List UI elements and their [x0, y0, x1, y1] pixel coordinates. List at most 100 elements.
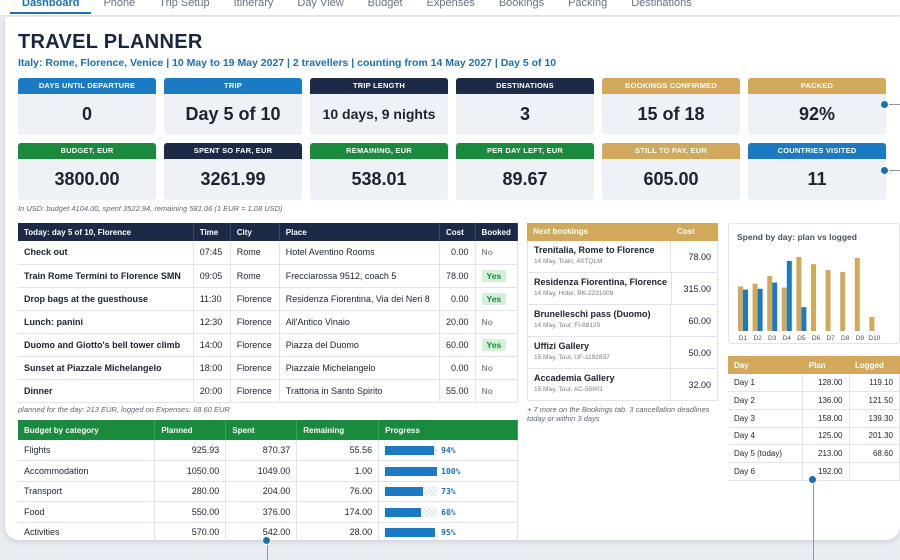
- booking-row[interactable]: Accademia Gallery 15 May, Tour, AC-55801 3…: [527, 369, 718, 401]
- booking-main: Uffizi Gallery 15 May, Tour, UF-1192837: [528, 337, 672, 368]
- tab-budget[interactable]: Budget: [367, 0, 403, 9]
- booking-row[interactable]: Brunelleschi pass (Duomo) 14 May, Tour, F…: [527, 305, 718, 337]
- event-time: 11:30: [193, 287, 231, 311]
- event-name: Drop bags at the guesthouse: [18, 287, 194, 311]
- budget-spent: 376.00: [225, 501, 298, 523]
- booking-details: 15 May, Tour, UF-1192837: [534, 354, 610, 361]
- bar-plan-d10: [869, 317, 875, 331]
- budget-category: Flights: [18, 440, 156, 461]
- tab-dashboard[interactable]: Dashboard: [10, 0, 92, 14]
- table-row[interactable]: Day 1 128.00 119.10: [728, 374, 900, 393]
- booked-cell: No: [475, 241, 519, 265]
- tab-destinations[interactable]: Destinations: [631, 0, 692, 9]
- table-row[interactable]: Day 4 125.00 201.30: [728, 427, 900, 446]
- event-cost: 60.00: [439, 333, 476, 357]
- table-row[interactable]: Accommodation 1050.00 1049.00 1.00 100%: [18, 460, 518, 482]
- today-col-header: Time: [193, 223, 231, 241]
- budget-remaining: 174.00: [296, 501, 380, 523]
- table-row[interactable]: Duomo and Giotto's bell tower climb 14:00…: [18, 333, 519, 357]
- today-col-header: City: [230, 223, 280, 241]
- stat-value: 3800.00: [54, 169, 120, 189]
- table-row[interactable]: Drop bags at the guesthouse 11:30 Florence…: [18, 287, 519, 311]
- stat-label: DAYS UNTIL DEPARTURE: [18, 78, 156, 94]
- stat-card: TRIP Day 5 of 10: [164, 78, 302, 135]
- table-row[interactable]: Check out 07:45 Rome Hotel Aventino Rooms 0.…: [18, 241, 519, 265]
- booked-cell: No: [475, 310, 519, 334]
- table-row[interactable]: Transport 280.00 204.00 76.00 73%: [18, 481, 518, 502]
- event-cost: 20.00: [439, 310, 476, 334]
- table-row[interactable]: Sunset at Piazzale Michelangelo 18:00 Flor…: [18, 356, 519, 380]
- budget-planned: 550.00: [154, 501, 227, 523]
- booking-cost: 50.00: [688, 348, 711, 358]
- stat-label: SPENT SO FAR, EUR: [164, 143, 302, 159]
- booking-details: 15 May, Tour, AC-55801: [534, 386, 604, 393]
- table-row[interactable]: Day 2 136.00 121.50: [728, 391, 900, 410]
- page-title: TRAVEL PLANNER: [18, 31, 203, 53]
- progress-percent: 94%: [441, 446, 456, 456]
- booking-row[interactable]: Residenza Fiorentina, Florence 14 May, Ho…: [527, 273, 718, 305]
- tab-trip-setup[interactable]: Trip Setup: [159, 0, 210, 9]
- budget-col-header: Remaining: [296, 420, 380, 440]
- table-row[interactable]: Train Rome Termini to Florence SMN 09:05 R…: [18, 264, 519, 288]
- plan-day: Day 6: [728, 462, 804, 481]
- booked-badge: No: [481, 362, 493, 373]
- tab-day-view[interactable]: Day View: [297, 0, 344, 9]
- table-row[interactable]: Day 3 158.00 139.30: [728, 409, 900, 428]
- booked-badge: No: [481, 385, 493, 396]
- bar-logged-d1: [743, 289, 748, 331]
- tab-packing[interactable]: Packing: [568, 0, 608, 9]
- connector-dot[interactable]: [880, 166, 889, 175]
- bar-logged-d4: [786, 260, 792, 331]
- plan-value: 158.00: [802, 409, 850, 428]
- x-tick-label: D5: [797, 335, 806, 342]
- stat-value: 11: [807, 169, 827, 189]
- stat-value: 89.67: [502, 169, 548, 189]
- bar-plan-d9: [854, 257, 860, 331]
- today-note: planned for the day: 213 EUR, logged on …: [18, 405, 230, 414]
- connector-dot[interactable]: [262, 536, 271, 545]
- stat-label: REMAINING, EUR: [310, 143, 448, 159]
- event-time: 20:00: [193, 379, 231, 403]
- tab-bookings[interactable]: Bookings: [498, 0, 545, 9]
- stat-card: BOOKINGS CONFIRMED 15 of 18: [602, 78, 740, 135]
- event-place: Piazza del Duomo: [279, 333, 440, 357]
- booking-row[interactable]: Trenitalia, Rome to Florence 14 May, Trai…: [527, 241, 718, 273]
- budget-col-header: Progress: [378, 420, 518, 440]
- budget-progress: 95%: [378, 522, 518, 543]
- connector-line: [888, 104, 900, 105]
- table-row[interactable]: Food 550.00 376.00 174.00 68%: [18, 501, 518, 523]
- stat-label: STILL TO PAY, EUR: [602, 143, 740, 159]
- booking-row[interactable]: Uffizi Gallery 15 May, Tour, UF-1192837 50…: [527, 337, 718, 369]
- event-name: Check out: [18, 241, 194, 265]
- event-place: All'Antico Vinaio: [279, 310, 440, 334]
- stat-card: PACKED 92%: [748, 78, 886, 135]
- x-tick-label: D6: [812, 335, 821, 342]
- connector-line: [267, 541, 268, 560]
- table-row[interactable]: Flights 925.93 870.37 55.56 94%: [18, 440, 518, 461]
- stat-card: TRIP LENGTH 10 days, 9 nights: [310, 78, 448, 135]
- stat-value: 605.00: [643, 169, 699, 189]
- connector-dot[interactable]: [808, 475, 817, 484]
- booking-name: Residenza Fiorentina, Florence: [534, 277, 668, 287]
- booking-details: 14 May, Tour, FI-88120: [534, 322, 601, 329]
- booking-main: Brunelleschi pass (Duomo) 14 May, Tour, F…: [528, 305, 672, 336]
- event-cost: 0.00: [439, 241, 476, 265]
- stat-card: DAYS UNTIL DEPARTURE 0: [18, 78, 156, 135]
- x-tick-label: D9: [856, 335, 865, 342]
- budget-category: Activities: [18, 522, 156, 543]
- tab-itinerary[interactable]: Itinerary: [233, 0, 274, 9]
- progress-fill: [385, 528, 435, 538]
- budget-spent: 1049.00: [225, 460, 298, 482]
- x-tick-label: D7: [826, 335, 835, 342]
- tab-phone[interactable]: Phone: [103, 0, 136, 9]
- table-row[interactable]: Activities 570.00 542.00 28.00 95%: [18, 522, 518, 543]
- x-tick-label: D4: [783, 335, 792, 342]
- tab-expenses[interactable]: Expenses: [426, 0, 475, 9]
- bar-logged-d2: [757, 288, 763, 331]
- connector-dot[interactable]: [880, 100, 889, 109]
- table-row[interactable]: Lunch: panini 12:30 Florence All'Antico Vin…: [18, 310, 519, 334]
- chart-title: Spend by day: plan vs logged: [737, 232, 857, 242]
- event-place: Frecciarossa 9512, coach 5: [279, 264, 440, 288]
- table-row[interactable]: Day 5 (today) 213.00 68.60: [728, 444, 900, 463]
- table-row[interactable]: Dinner 20:00 Florence Trattoria in Santo Sp…: [18, 379, 519, 403]
